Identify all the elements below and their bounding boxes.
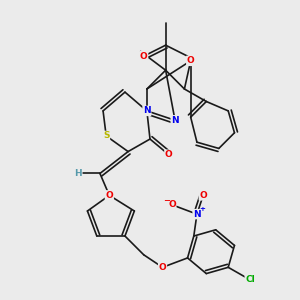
- Text: N: N: [193, 210, 201, 219]
- Text: O: O: [199, 191, 207, 200]
- Text: O: O: [165, 150, 172, 159]
- Text: H: H: [74, 169, 82, 178]
- Text: O: O: [168, 200, 176, 209]
- Text: O: O: [106, 191, 113, 200]
- Text: O: O: [187, 56, 194, 65]
- Text: S: S: [103, 131, 110, 140]
- Text: N: N: [171, 116, 179, 125]
- Text: O: O: [140, 52, 148, 61]
- Text: +: +: [200, 206, 206, 212]
- Text: −: −: [163, 196, 170, 206]
- Text: Cl: Cl: [245, 275, 255, 284]
- Text: N: N: [143, 106, 151, 116]
- Text: O: O: [159, 263, 167, 272]
